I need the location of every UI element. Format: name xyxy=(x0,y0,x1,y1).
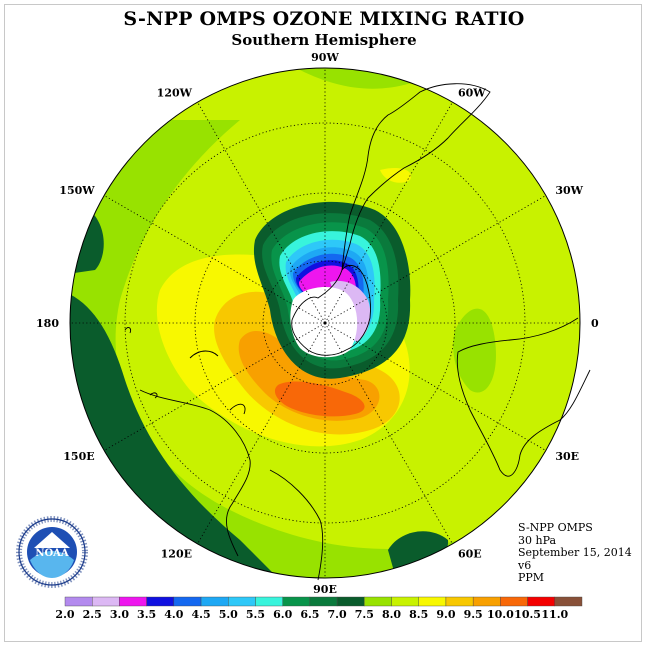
legend-tick-label: 11.0 xyxy=(541,608,568,621)
legend-tick-label: 7.5 xyxy=(355,608,374,621)
longitude-label: 150W xyxy=(59,184,95,197)
south-america-coastline xyxy=(341,83,491,271)
legend-swatch xyxy=(255,596,283,607)
legend-tick-label: 7.0 xyxy=(328,608,347,621)
legend-swatch xyxy=(200,596,229,607)
meridian-line xyxy=(197,101,326,324)
legend-tick-label: 6.0 xyxy=(273,608,292,621)
legend-tick-label: 10.0 xyxy=(487,608,514,621)
coastlines xyxy=(124,83,591,581)
meridian-line xyxy=(197,322,326,545)
small-islands xyxy=(124,326,158,399)
longitude-label: 30W xyxy=(555,184,583,197)
info-level: 30 hPa xyxy=(518,533,557,547)
longitude-label: 60E xyxy=(458,547,482,560)
meridian-line xyxy=(324,195,547,324)
legend-tick-label: 8.0 xyxy=(382,608,401,621)
meridian-line xyxy=(103,195,326,324)
meridian-line xyxy=(324,322,453,545)
legend-swatch xyxy=(336,596,365,607)
legend-tick-label: 3.0 xyxy=(110,608,129,621)
longitude-label: 90E xyxy=(313,583,337,596)
logo-text: NOAA xyxy=(35,548,69,559)
meridian-line xyxy=(324,322,547,451)
meridian-line xyxy=(103,322,326,451)
longitude-label: 120W xyxy=(157,87,193,100)
contour-10.0 xyxy=(274,381,365,417)
longitude-label: 30E xyxy=(555,450,579,463)
south-pole-marker xyxy=(323,321,327,325)
australia-coastline xyxy=(139,350,251,557)
legend-swatch xyxy=(391,596,419,607)
legend-tick-label: 4.0 xyxy=(164,608,183,621)
legend-tick-label: 10.5 xyxy=(514,608,541,621)
legend-swatch xyxy=(500,596,528,607)
legend-swatch xyxy=(418,596,447,607)
longitude-labels: 0 30W 60W 90W 120W 150W 180 150E 120E 90E 60E 30E xyxy=(36,51,599,596)
africa-coastline xyxy=(456,317,591,477)
legend-tick-label: 4.5 xyxy=(191,608,210,621)
noaa-logo: NOAA xyxy=(16,516,88,588)
map-subtitle: Southern Hemisphere xyxy=(231,31,417,49)
legend-swatch xyxy=(364,596,392,607)
legend-swatch xyxy=(228,596,256,607)
antarctica-coastline xyxy=(291,264,371,356)
longitude-label: 150E xyxy=(63,450,94,463)
map-boundary xyxy=(69,67,581,579)
legend-swatch xyxy=(119,596,147,607)
legend-tick-label: 8.5 xyxy=(409,608,428,621)
legend-swatch xyxy=(527,596,555,607)
figure-frame xyxy=(4,4,642,642)
legend-swatch xyxy=(445,596,474,607)
info-instrument: S-NPP OMPS xyxy=(518,521,593,534)
legend-swatch xyxy=(472,596,501,607)
contour-7.5-top xyxy=(300,68,420,89)
legend-swatch xyxy=(146,596,175,607)
longitude-label: 0 xyxy=(591,317,599,330)
legend-swatch xyxy=(554,596,583,607)
info-block: S-NPP OMPS 30 hPa September 15, 2014 v6 … xyxy=(518,521,632,585)
legend-swatch xyxy=(309,596,338,607)
info-date: September 15, 2014 xyxy=(518,546,632,559)
legend-tick-label: 9.5 xyxy=(464,608,483,621)
map-title: S-NPP OMPS OZONE MIXING RATIO xyxy=(123,8,525,30)
contour-8.5-small xyxy=(380,168,411,183)
graticule xyxy=(70,68,580,578)
legend-tick-label: 9.0 xyxy=(436,608,455,621)
legend-tick-label: 5.0 xyxy=(219,608,238,621)
longitude-label: 60W xyxy=(458,87,486,100)
legend-tick-label: 6.5 xyxy=(300,608,319,621)
meridian-line xyxy=(324,101,453,324)
longitude-label: 90W xyxy=(311,51,339,64)
legend-swatch xyxy=(64,596,93,607)
legend-swatch xyxy=(282,596,311,607)
legend-tick-label: 5.5 xyxy=(246,608,265,621)
info-units: PPM xyxy=(518,571,545,584)
legend-tick-label: 3.5 xyxy=(137,608,156,621)
longitude-label: 180 xyxy=(36,317,59,330)
indian-ocean-islands xyxy=(229,403,324,581)
legend-swatch xyxy=(92,596,120,607)
longitude-label: 120E xyxy=(161,547,192,560)
legend-tick-label: 2.0 xyxy=(55,608,74,621)
legend-swatch xyxy=(173,596,202,607)
legend-tick-label: 2.5 xyxy=(83,608,102,621)
info-version: v6 xyxy=(518,558,532,572)
latitude-circle xyxy=(124,122,526,524)
contour-7.5-east xyxy=(453,308,496,393)
